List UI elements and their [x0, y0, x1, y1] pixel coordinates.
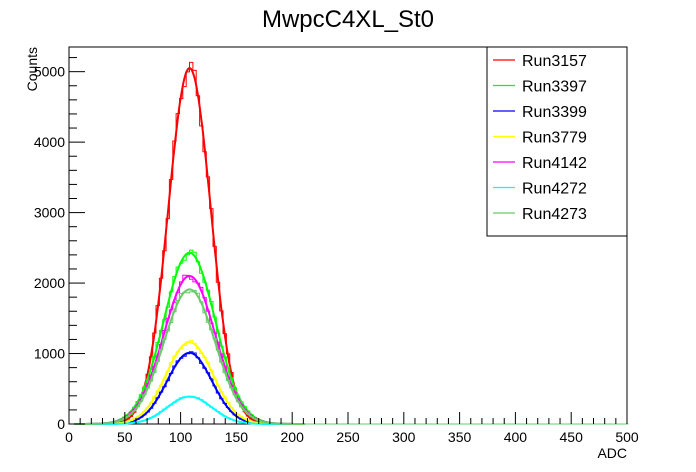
x-tick-label: 0	[65, 429, 73, 445]
series-fit-curve	[94, 67, 285, 425]
x-tick-label: 100	[169, 429, 193, 445]
y-axis: 0 1000 2000 3000 4000 5000	[34, 57, 85, 432]
y-tick-label: 1000	[34, 346, 65, 362]
legend-label: Run3157	[522, 53, 587, 70]
x-tick-label: 50	[117, 429, 133, 445]
series-fit-curve	[74, 288, 305, 425]
x-tick-label: 500	[615, 429, 639, 445]
x-tick-label: 300	[392, 429, 416, 445]
series-fit-curve	[84, 341, 295, 425]
legend-label: Run3779	[522, 130, 587, 147]
legend-label: Run4273	[522, 206, 587, 223]
legend-label: Run4272	[522, 181, 587, 198]
legend-label: Run4142	[522, 155, 587, 172]
x-axis: 0 50 100 150 200 250 300 350 400 450 500	[65, 412, 639, 445]
series-fit-curve	[89, 351, 290, 425]
y-tick-label: 4000	[34, 134, 65, 150]
series-fit-curve	[89, 395, 290, 425]
x-tick-label: 250	[336, 429, 360, 445]
legend-box	[486, 46, 628, 237]
y-axis-title: Counts	[24, 47, 40, 91]
y-tick-label: 2000	[34, 275, 65, 291]
y-tick-label: 3000	[34, 205, 65, 221]
x-tick-label: 450	[560, 429, 584, 445]
x-tick-label: 200	[281, 429, 305, 445]
x-tick-label: 400	[504, 429, 528, 445]
legend-label: Run3397	[522, 79, 587, 96]
chart-title: MwpcC4XL_St0	[262, 6, 434, 33]
y-tick-label: 5000	[34, 64, 65, 80]
series-fit-curve	[74, 275, 305, 425]
legend: Run3157 Run3397 Run3399 Run3779 Run4142 Run42…	[486, 46, 628, 237]
legend-label: Run3399	[522, 104, 587, 121]
x-tick-label: 150	[225, 429, 249, 445]
y-tick-label: 0	[57, 416, 65, 432]
x-tick-label: 350	[448, 429, 472, 445]
x-axis-title: ADC	[597, 445, 627, 461]
